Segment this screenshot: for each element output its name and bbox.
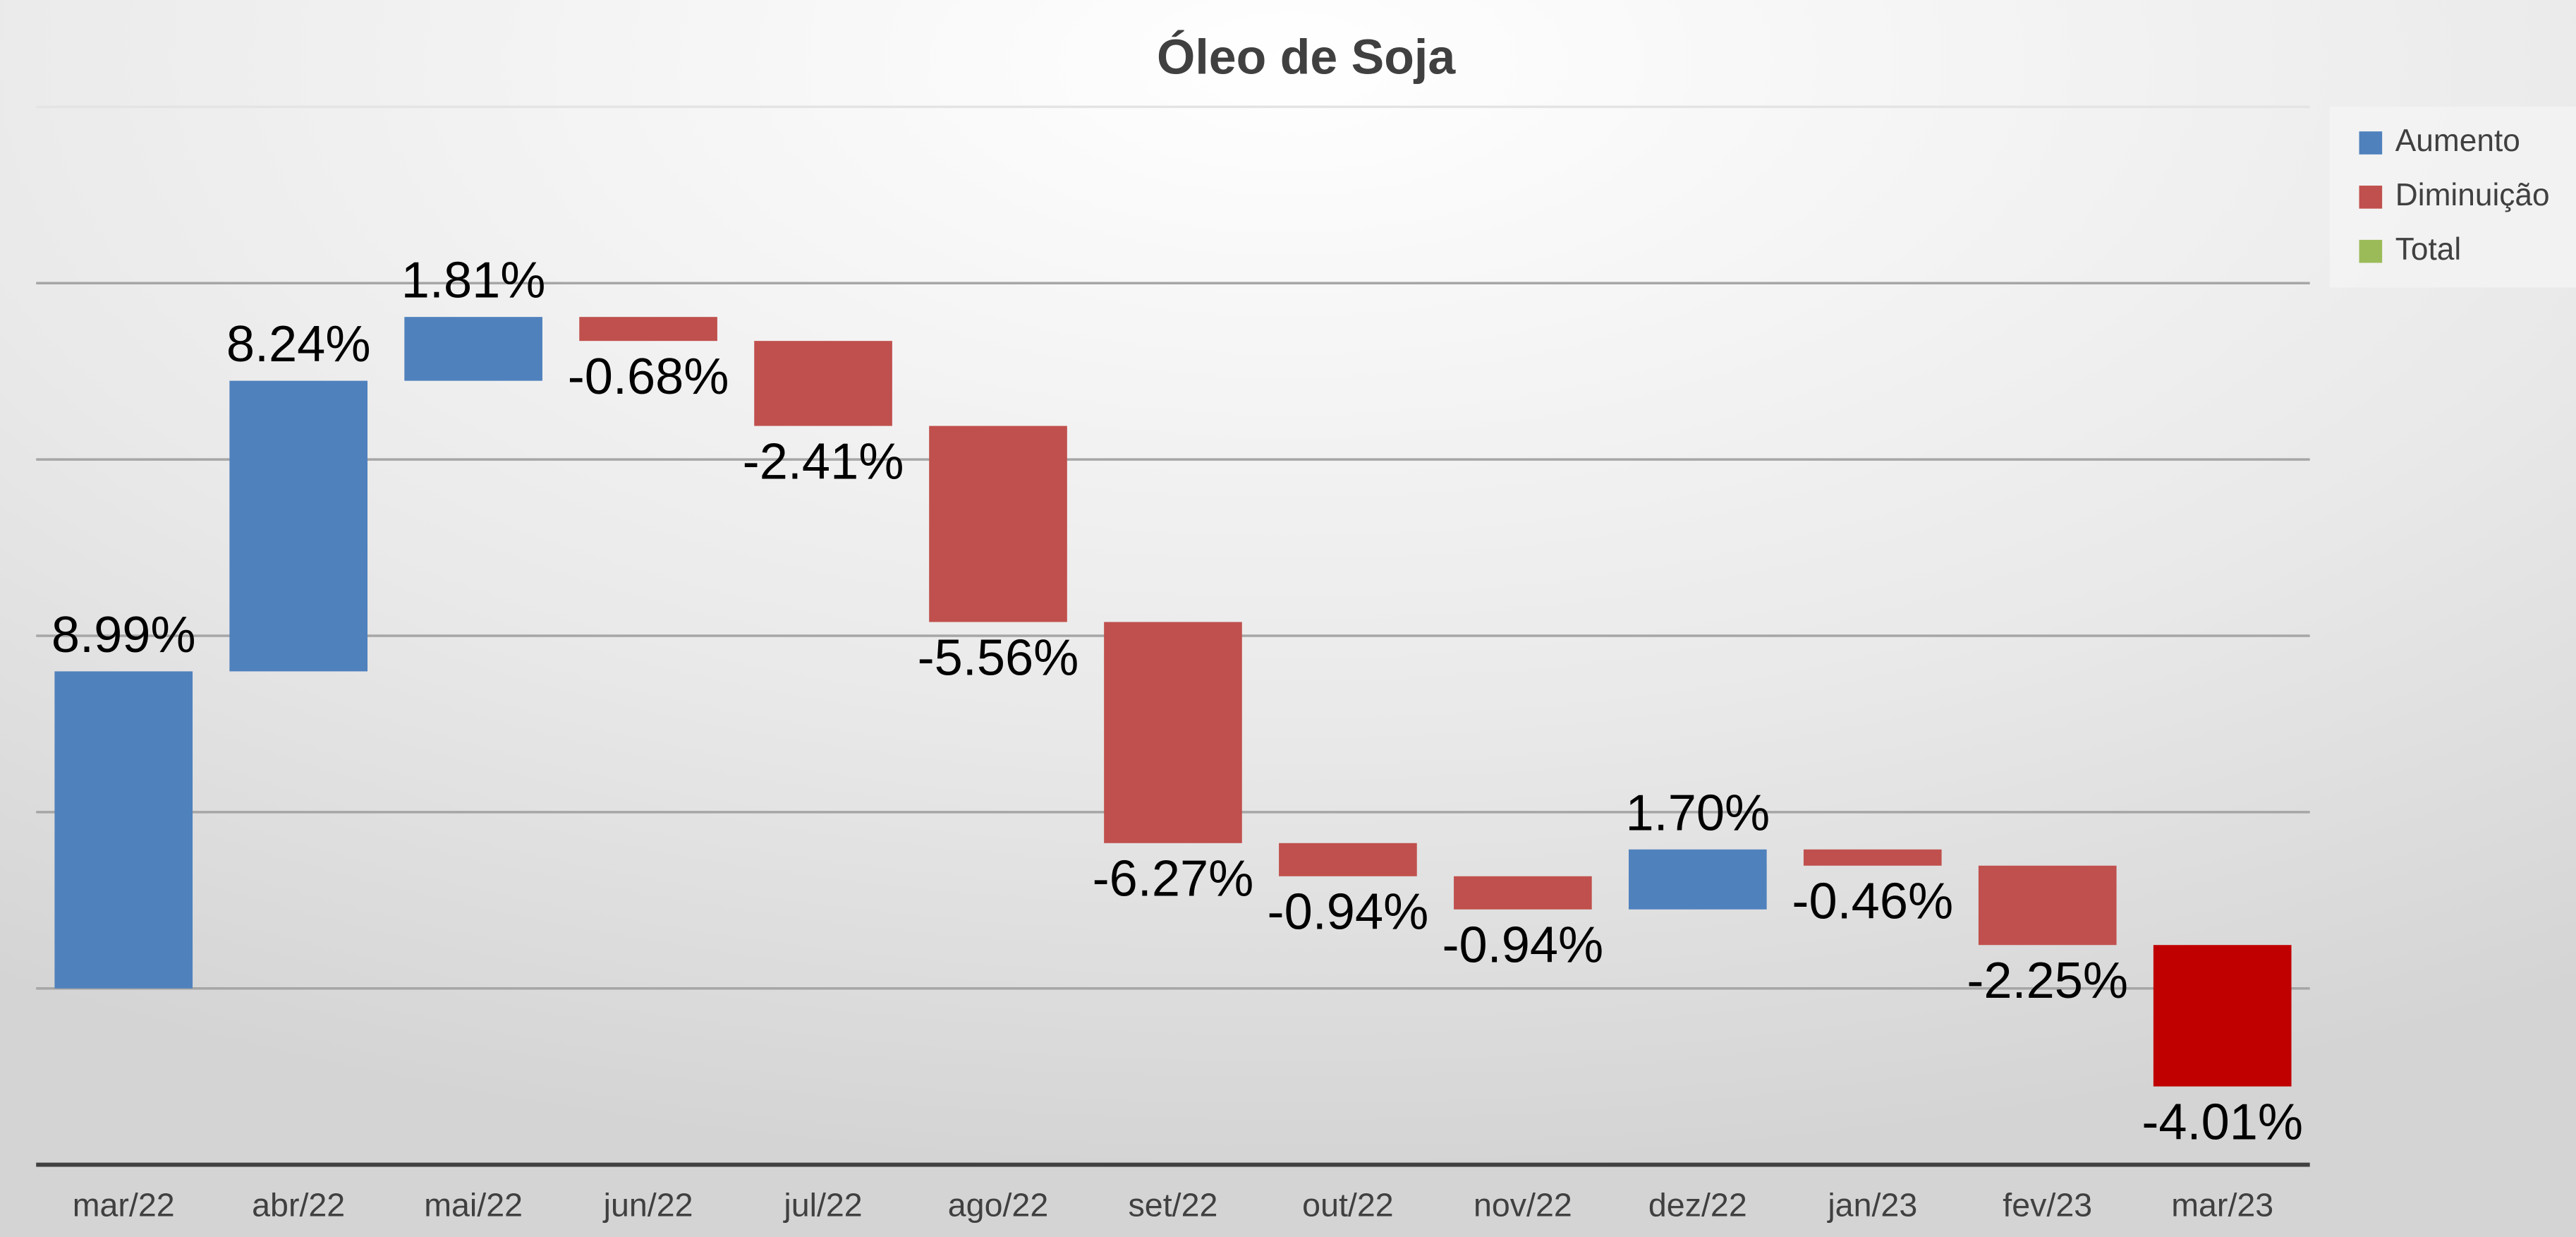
x-tick-label: mar/23	[2171, 1186, 2273, 1223]
x-tick-label: abr/22	[252, 1186, 345, 1223]
x-tick-label: out/22	[1302, 1186, 1393, 1223]
x-tick-label: fev/23	[2003, 1186, 2092, 1223]
data-label: 1.70%	[1625, 785, 1770, 841]
data-label: -4.01%	[2141, 1094, 2303, 1151]
data-label: -2.25%	[1967, 953, 2128, 1009]
x-tick-label: mar/22	[73, 1186, 175, 1223]
bar	[2153, 945, 2292, 1087]
bar	[54, 671, 193, 989]
legend-label: Diminuição	[2395, 178, 2550, 212]
legend-swatch	[2359, 186, 2383, 209]
bar	[1978, 865, 2117, 946]
bar	[229, 380, 367, 672]
data-label: -0.94%	[1268, 884, 1429, 941]
data-label: -6.27%	[1093, 851, 1254, 907]
legend-swatch	[2359, 239, 2383, 263]
chart-title: Óleo de Soja	[1157, 30, 1456, 85]
bar	[404, 317, 542, 381]
bar	[579, 317, 717, 342]
data-label: -2.41%	[743, 434, 904, 490]
legend-label: Aumento	[2395, 123, 2520, 158]
x-tick-label: jun/22	[602, 1186, 693, 1223]
x-tick-label: set/22	[1129, 1186, 1218, 1223]
x-tick-label: jul/22	[782, 1186, 862, 1223]
bar	[1279, 843, 1417, 876]
data-label: -0.46%	[1792, 874, 1953, 930]
bar	[1104, 622, 1242, 843]
data-label: 1.81%	[401, 253, 546, 309]
x-tick-label: dez/22	[1648, 1186, 1747, 1223]
legend-swatch	[2359, 131, 2383, 155]
data-label: -0.68%	[568, 349, 729, 405]
x-tick-label: nov/22	[1474, 1186, 1572, 1223]
x-tick-label: ago/22	[948, 1186, 1048, 1223]
data-label: -0.94%	[1442, 917, 1604, 974]
x-tick-label: jan/23	[1826, 1186, 1917, 1223]
data-label: 8.24%	[226, 316, 371, 373]
bar	[1454, 876, 1592, 910]
bar	[1803, 849, 1942, 866]
x-tick-label: mai/22	[424, 1186, 523, 1223]
data-label: -5.56%	[918, 629, 1079, 686]
bar	[1629, 849, 1767, 910]
bar	[929, 426, 1067, 622]
bar	[754, 341, 892, 426]
data-label: 8.99%	[51, 607, 196, 663]
legend-label: Total	[2395, 232, 2461, 267]
